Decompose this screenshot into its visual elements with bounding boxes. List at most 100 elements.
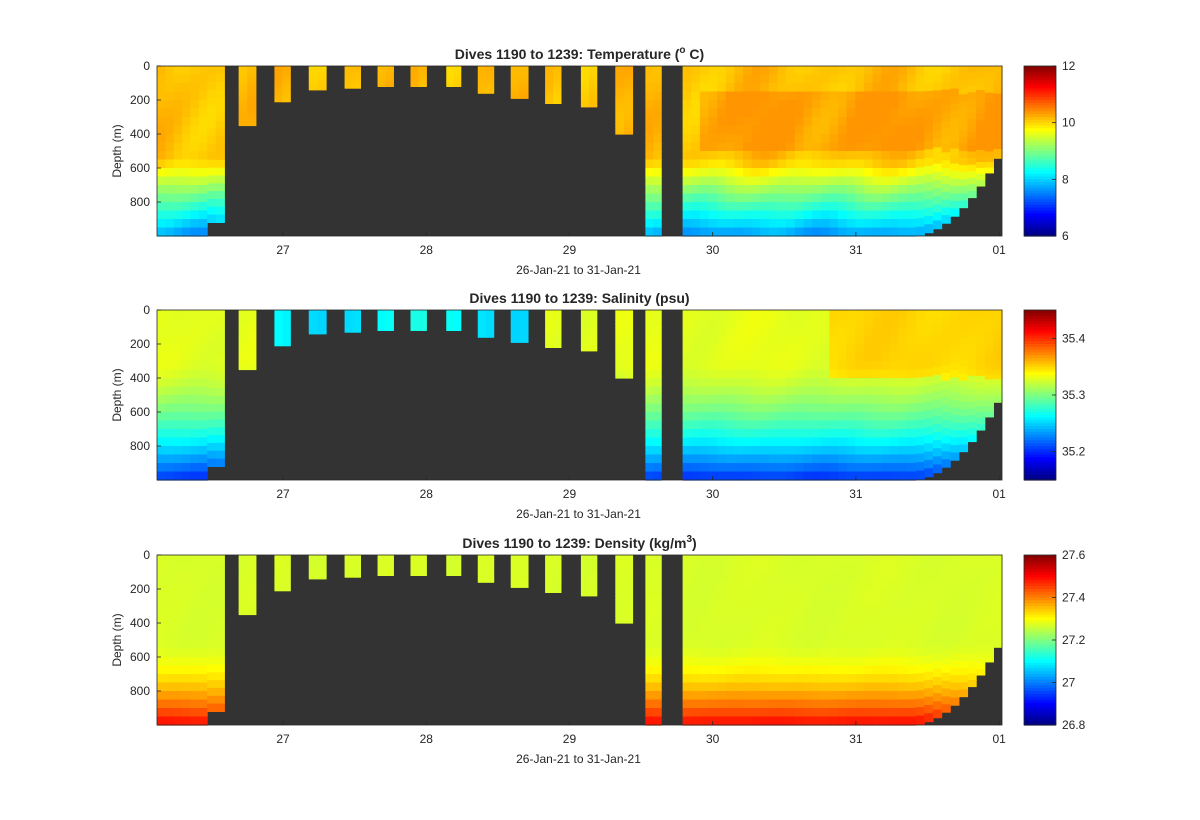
- heatmap-cell: [485, 83, 495, 86]
- heatmap-cell: [344, 73, 354, 76]
- heatmap-cell: [907, 555, 917, 565]
- heatmap-cell: [157, 91, 166, 101]
- heatmap-cell: [768, 631, 779, 641]
- heatmap-cell: [190, 572, 200, 582]
- heatmap-cell: [837, 597, 848, 607]
- heatmap-cell: [477, 82, 487, 85]
- heatmap-cell: [967, 92, 977, 100]
- heatmap-cell: [247, 357, 257, 362]
- heatmap-cell: [691, 648, 701, 658]
- heatmap-cell: [898, 83, 908, 93]
- colorbar-tick-label: 8: [1062, 172, 1069, 186]
- heatmap-cell: [207, 112, 217, 122]
- colorbar-segment: [1024, 179, 1056, 183]
- heatmap-cell: [238, 107, 248, 112]
- heatmap-cell: [453, 75, 462, 77]
- heatmap-cell: [881, 74, 891, 84]
- heatmap-cell: [976, 596, 986, 604]
- heatmap-cell: [751, 640, 761, 650]
- heatmap-cell: [165, 318, 175, 328]
- heatmap-cell: [734, 168, 744, 178]
- heatmap-cell: [829, 74, 839, 84]
- heatmap-cell: [967, 184, 977, 192]
- colorbar-segment: [1024, 74, 1056, 78]
- heatmap-cell: [410, 560, 419, 562]
- heatmap-cell: [924, 182, 934, 192]
- heatmap-cell: [768, 66, 779, 76]
- heatmap-cell: [967, 673, 977, 681]
- heatmap-cell: [274, 340, 283, 343]
- heatmap-cell: [165, 682, 175, 692]
- heatmap-cell: [993, 605, 1003, 611]
- heatmap-cell: [485, 318, 495, 321]
- heatmap-cell: [207, 411, 217, 421]
- heatmap-cell: [786, 210, 796, 220]
- colorbar-segment: [1024, 108, 1056, 112]
- colorbar-segment: [1024, 623, 1056, 627]
- heatmap-cell: [182, 193, 192, 203]
- colorbar-segment: [1024, 349, 1056, 354]
- heatmap-cell: [898, 335, 908, 345]
- heatmap-cell: [725, 142, 736, 152]
- heatmap-cell: [846, 454, 856, 464]
- heatmap-cell: [794, 125, 805, 135]
- heatmap-cell: [477, 555, 487, 557]
- heatmap-cell: [881, 185, 891, 195]
- heatmap-cell: [344, 70, 354, 73]
- heatmap-cell: [215, 396, 225, 405]
- heatmap-cell: [510, 337, 520, 340]
- heatmap-cell: [157, 420, 166, 430]
- colorbar-segment: [1024, 409, 1056, 413]
- heatmap-cell: [477, 75, 487, 78]
- heatmap-cell: [308, 326, 318, 329]
- heatmap-cell: [510, 327, 520, 330]
- heatmap-cell: [580, 585, 590, 589]
- colorbar-segment: [1024, 102, 1056, 107]
- heatmap-cell: [182, 74, 192, 84]
- heatmap-cell: [190, 369, 200, 379]
- heatmap-cell: [768, 665, 779, 675]
- heatmap-cell: [519, 93, 529, 96]
- heatmap-cell: [734, 378, 744, 388]
- heatmap-cell: [889, 193, 900, 203]
- heatmap-cell: [215, 144, 225, 153]
- heatmap-cell: [198, 395, 208, 405]
- heatmap-cell: [274, 98, 283, 101]
- heatmap-cell: [198, 227, 208, 237]
- heatmap-cell: [760, 369, 770, 379]
- heatmap-cell: [238, 95, 248, 100]
- heatmap-cell: [768, 572, 779, 582]
- heatmap-cell: [682, 142, 692, 152]
- heatmap-cell: [418, 315, 427, 317]
- heatmap-cell: [846, 665, 856, 675]
- heatmap-cell: [545, 560, 554, 564]
- heatmap-cell: [173, 108, 183, 118]
- heatmap-cell: [976, 173, 986, 181]
- heatmap-cell: [308, 323, 318, 325]
- heatmap-cell: [786, 378, 796, 388]
- heatmap-cell: [173, 91, 183, 101]
- heatmap-cell: [820, 74, 830, 84]
- heatmap-cell: [274, 576, 283, 579]
- heatmap-cell: [157, 352, 166, 362]
- heatmap-cell: [907, 142, 917, 152]
- heatmap-cell: [247, 351, 257, 356]
- heatmap-cell: [623, 555, 634, 559]
- heatmap-cell: [734, 117, 744, 127]
- heatmap-cell: [708, 318, 718, 328]
- heatmap-cell: [418, 66, 427, 68]
- heatmap-cell: [519, 337, 529, 340]
- heatmap-cell: [623, 616, 634, 621]
- heatmap-cell: [725, 361, 736, 371]
- heatmap-cell: [645, 151, 654, 161]
- heatmap-cell: [863, 589, 874, 599]
- heatmap-cell: [725, 193, 736, 203]
- heatmap-cell: [545, 313, 554, 317]
- heatmap-cell: [881, 117, 891, 127]
- heatmap-cell: [418, 70, 427, 72]
- y-axis-label: Depth (m): [110, 613, 124, 666]
- heatmap-cell: [967, 72, 977, 80]
- heatmap-cell: [708, 210, 718, 220]
- heatmap-cell: [510, 77, 520, 80]
- heatmap-cell: [803, 310, 813, 320]
